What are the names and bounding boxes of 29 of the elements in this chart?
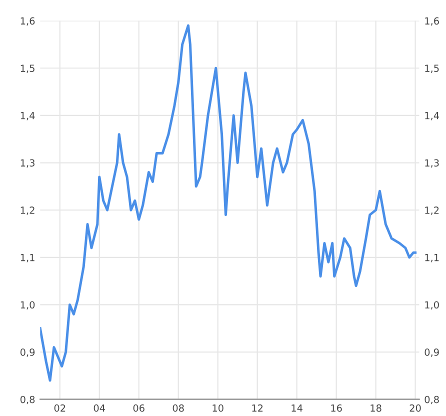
y-tick-label: 1,0 <box>20 301 35 310</box>
y-tick-label: 1,4 <box>20 112 35 120</box>
y-tick-label: 1,2 <box>20 206 34 215</box>
y-tick-label: 0,8 <box>20 396 35 404</box>
y-tick-label: 1,3 <box>20 159 34 168</box>
y2-tick-label: 1,6 <box>425 17 439 26</box>
x-tick-label: 14 <box>292 404 302 412</box>
y2-tick-label: 1,4 <box>425 112 440 120</box>
y2-tick-label: 0,9 <box>424 348 439 357</box>
y2-tick-label: 1,1 <box>425 254 439 262</box>
x-tick-label: 06 <box>133 404 144 412</box>
y-tick-label: 1,6 <box>20 17 35 26</box>
y2-tick-label: 1,5 <box>425 64 439 73</box>
line-series <box>40 24 417 382</box>
y2-tick-label: 0,8 <box>424 396 439 404</box>
y-tick-label: 0,9 <box>20 348 35 357</box>
y-tick-label: 1,1 <box>20 254 34 262</box>
x-tick-label: 08 <box>172 404 184 412</box>
x-tick-label: 16 <box>331 404 342 412</box>
y2-tick-label: 1,3 <box>425 159 439 168</box>
x-tick-label: 12 <box>252 404 263 412</box>
y2-tick-label: 1,0 <box>425 301 439 310</box>
x-tick-label: 04 <box>94 404 106 412</box>
y2-tick-label: 1,2 <box>425 206 439 215</box>
y-tick-label: 1,5 <box>20 64 34 73</box>
x-tick-label: 02 <box>54 404 66 412</box>
x-tick-label: 20 <box>410 404 421 412</box>
x-tick-label: 18 <box>370 404 382 412</box>
x-tick-label: 10 <box>212 404 224 412</box>
